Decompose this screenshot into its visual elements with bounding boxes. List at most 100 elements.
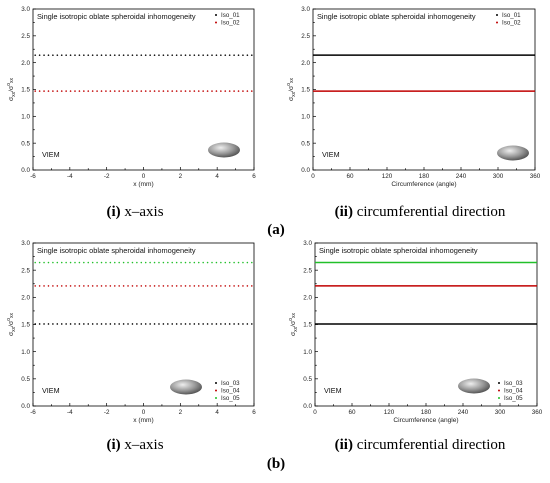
data-point xyxy=(171,285,174,287)
data-point xyxy=(158,323,160,325)
data-point xyxy=(34,261,37,264)
data-point xyxy=(87,90,90,92)
data-point xyxy=(144,90,147,92)
data-point xyxy=(224,261,227,264)
data-point xyxy=(113,90,116,92)
data-point xyxy=(69,261,72,264)
data-point xyxy=(215,323,218,325)
chart-panel-1: -6 -4 -2 0 2 4 6 0.0 0.5 1.0 1.5 2.0 2.5 3.0 x (mm) σxx… xyxy=(6,6,256,188)
data-point xyxy=(69,323,72,325)
data-point xyxy=(171,90,174,92)
data-point xyxy=(237,90,240,92)
data-point xyxy=(206,90,209,92)
data-point xyxy=(144,54,147,56)
data-point xyxy=(193,261,196,264)
data-point xyxy=(189,285,191,287)
data-point xyxy=(74,90,76,92)
data-point xyxy=(74,285,76,287)
data-point xyxy=(162,323,165,325)
y-tick-label: 2.0 xyxy=(21,60,30,67)
data-point xyxy=(136,323,138,325)
data-point xyxy=(250,54,253,56)
data-point xyxy=(153,285,156,287)
data-point xyxy=(202,261,204,264)
data-point xyxy=(140,90,143,92)
legend-entry: Iso_02 xyxy=(502,20,521,27)
data-point xyxy=(197,54,200,56)
legend-marker xyxy=(498,397,500,399)
data-point xyxy=(162,90,165,92)
data-point xyxy=(224,285,227,287)
data-point xyxy=(131,285,134,287)
y-tick-label: 2.5 xyxy=(21,33,30,40)
data-point xyxy=(122,90,125,92)
data-point xyxy=(228,261,231,264)
data-point xyxy=(91,261,94,264)
x-axis-label: Circumference (angle) xyxy=(391,181,456,188)
series-iso-01 xyxy=(34,54,253,56)
data-point xyxy=(211,323,213,325)
x-tick-label: 6 xyxy=(252,173,256,180)
data-point xyxy=(122,261,125,264)
caption-a-ii: (ii) circumferential direction xyxy=(335,204,506,220)
data-point xyxy=(131,261,134,264)
data-point xyxy=(250,90,253,92)
data-point xyxy=(60,54,63,56)
legend-entry: Iso_02 xyxy=(221,20,240,27)
data-point xyxy=(153,261,156,264)
data-point xyxy=(211,90,213,92)
legend-entry: Iso_01 xyxy=(502,12,521,19)
y-axis-label: σxx/σoxx xyxy=(6,77,17,101)
data-point xyxy=(78,54,81,56)
data-point xyxy=(60,261,63,264)
data-point xyxy=(206,285,209,287)
data-point xyxy=(74,323,76,325)
data-point xyxy=(224,90,227,92)
y-tick-label: 1.0 xyxy=(21,114,30,121)
data-point xyxy=(131,90,134,92)
data-point xyxy=(113,54,116,56)
data-point xyxy=(242,261,244,264)
data-point xyxy=(100,54,103,56)
data-point xyxy=(56,285,59,287)
data-point xyxy=(52,90,54,92)
data-point xyxy=(65,323,67,325)
data-point xyxy=(233,261,235,264)
data-point xyxy=(162,261,165,264)
x-tick-label: 120 xyxy=(384,409,395,416)
data-point xyxy=(153,90,156,92)
caption-b-label: (b) xyxy=(267,456,285,472)
data-point xyxy=(83,90,85,92)
x-tick-label: -2 xyxy=(104,173,110,180)
data-point xyxy=(197,285,200,287)
x-tick-label: 0 xyxy=(313,409,317,416)
y-axis-label: σxx/σoxx xyxy=(286,77,297,101)
data-point xyxy=(153,54,156,56)
data-point xyxy=(65,261,67,264)
y-axis-label: σxx/σoxx xyxy=(288,312,299,336)
data-point xyxy=(149,261,151,264)
data-point xyxy=(83,285,85,287)
y-tick-label: 0.0 xyxy=(21,167,30,174)
x-tick-label: -2 xyxy=(104,409,110,416)
data-point xyxy=(206,54,209,56)
data-point xyxy=(118,285,120,287)
data-point xyxy=(136,261,138,264)
data-point xyxy=(96,54,98,56)
data-point xyxy=(96,323,98,325)
x-tick-label: 0 xyxy=(142,409,146,416)
x-tick-label: 4 xyxy=(215,409,219,416)
data-point xyxy=(109,261,112,264)
data-point xyxy=(158,90,160,92)
y-tick-label: 0.5 xyxy=(301,140,310,147)
data-point xyxy=(127,54,129,56)
y-tick-label: 2.0 xyxy=(301,60,310,67)
data-point xyxy=(131,54,134,56)
data-point xyxy=(83,54,85,56)
x-tick-label: 240 xyxy=(456,173,467,180)
data-point xyxy=(233,285,235,287)
data-point xyxy=(144,285,147,287)
spheroid-icon xyxy=(458,378,490,394)
y-tick-label: 3.0 xyxy=(21,6,30,13)
